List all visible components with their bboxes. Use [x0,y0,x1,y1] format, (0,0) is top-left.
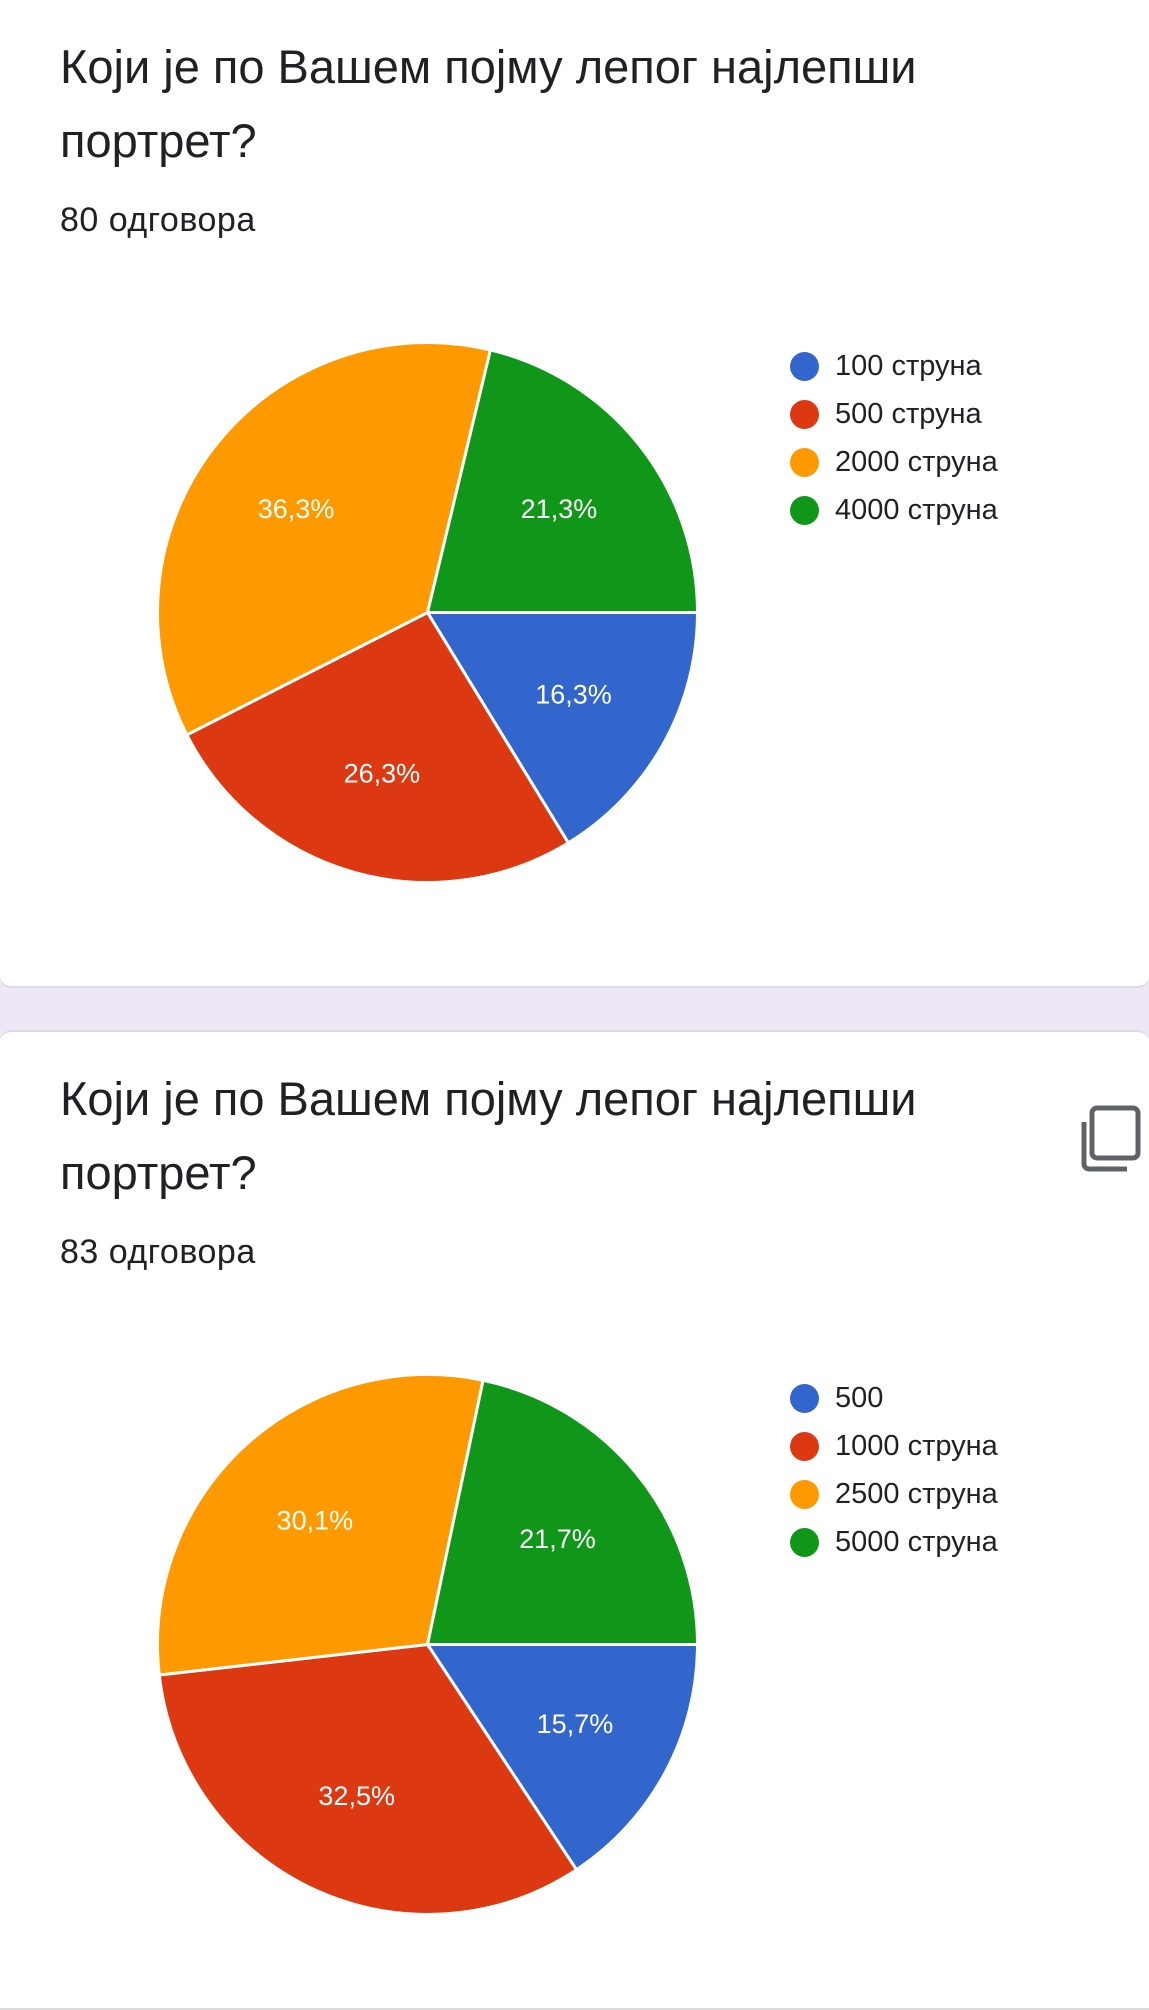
response-count: 80 одговора [60,201,256,239]
slice-label: 32,5% [318,1781,395,1811]
legend-item: 2500 струна [790,1470,1130,1518]
chart-legend: 500 1000 струна 2500 струна 5000 струна [790,1374,1130,1566]
legend-label: 500 струна [835,397,982,430]
response-count: 83 одговора [60,1233,256,1271]
pie-chart: 16,3% 26,3% 36,3% 21,3% [156,341,700,884]
legend-swatch [790,447,819,477]
legend-swatch [790,495,819,525]
pie-slice [157,1642,579,1916]
legend-label: 2500 струна [835,1477,998,1510]
legend-swatch [790,399,819,429]
legend-item: 100 струна [790,342,1130,390]
legend-swatch [790,1383,819,1413]
pie-slice [425,348,700,614]
legend-swatch [790,1431,819,1461]
legend-item: 4000 струна [790,486,1130,534]
pie-slice [156,341,493,737]
question-title: Који је по Вашем појму лепог најлепши по… [60,1072,917,1199]
slice-label: 21,7% [519,1524,596,1554]
legend-label: 5000 струна [835,1525,998,1558]
legend-label: 500 [835,1381,884,1414]
legend-item: 500 струна [790,390,1130,438]
slice-label: 26,3% [344,759,421,789]
legend-label: 1000 струна [835,1429,998,1462]
legend-swatch [790,351,819,381]
legend-label: 100 струна [835,349,982,382]
pie-chart: 15,7% 32,5% 30,1% 21,7% [156,1373,700,1916]
legend-item: 2000 струна [790,438,1130,486]
question-card: Који је по Вашем појму лепог најлепши по… [0,1030,1149,2010]
question-title: Који је по Вашем појму лепог најлепши по… [60,40,917,167]
legend-label: 4000 струна [835,493,998,526]
question-card: Који је по Вашем појму лепог најлепши по… [0,0,1149,988]
legend-swatch [790,1479,819,1509]
legend-label: 2000 струна [835,445,998,478]
pie-slice [424,1643,700,1872]
legend-item: 500 [790,1374,1130,1422]
legend-item: 5000 струна [790,1518,1130,1566]
slice-label: 15,7% [537,1709,614,1739]
legend-swatch [790,1527,819,1557]
slice-label: 36,3% [258,494,335,524]
copy-chart-button[interactable] [1080,1102,1142,1174]
pie-slice [424,611,700,845]
pie-slice [184,610,571,884]
copy-icon [1081,1105,1141,1172]
pie-slice [425,1378,700,1646]
slice-label: 21,3% [521,494,598,524]
slice-label: 30,1% [277,1506,354,1536]
legend-item: 1000 струна [790,1422,1130,1470]
pie-slice [156,1373,485,1677]
chart-legend: 100 струна 500 струна 2000 струна 4000 стру… [790,342,1130,534]
slice-label: 16,3% [535,679,612,709]
